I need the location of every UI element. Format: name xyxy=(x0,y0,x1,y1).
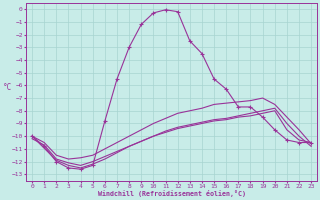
X-axis label: Windchill (Refroidissement éolien,°C): Windchill (Refroidissement éolien,°C) xyxy=(98,190,246,197)
Y-axis label: °C: °C xyxy=(3,83,12,92)
